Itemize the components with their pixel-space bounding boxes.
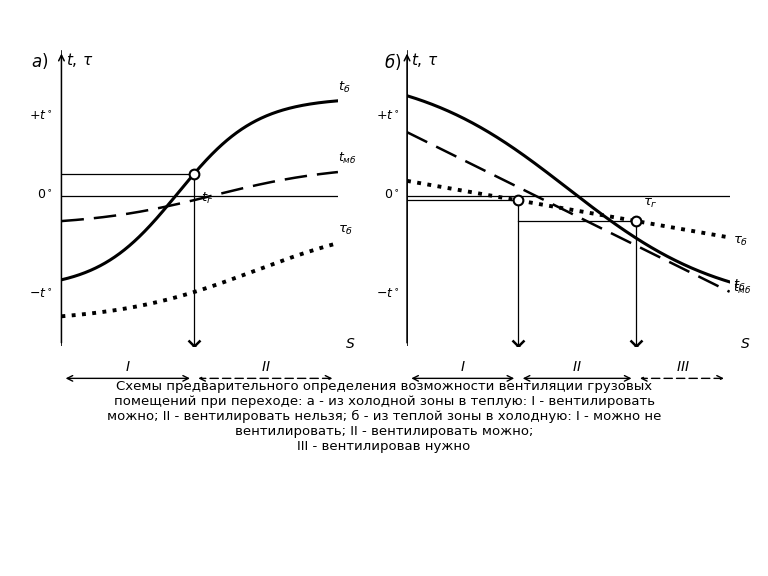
Text: $+t^\circ$: $+t^\circ$ — [29, 110, 53, 123]
Text: $t_{мб}$: $t_{мб}$ — [733, 281, 751, 295]
Text: $\tau_г$: $\tau_г$ — [643, 196, 658, 210]
Text: $t,\,\tau$: $t,\,\tau$ — [65, 51, 93, 69]
Text: $б)$: $б)$ — [383, 51, 401, 72]
Text: $S$: $S$ — [740, 337, 750, 351]
Text: $τ_б$: $τ_б$ — [338, 225, 353, 237]
Text: $t_{мб}$: $t_{мб}$ — [338, 151, 356, 166]
Text: $0^\circ$: $0^\circ$ — [384, 190, 399, 202]
Text: $t_б$: $t_б$ — [733, 278, 745, 293]
Text: $S$: $S$ — [345, 337, 356, 351]
Text: Схемы предварительного определения возможности вентиляции грузовых
помещений при: Схемы предварительного определения возмо… — [107, 380, 661, 453]
Text: $I$: $I$ — [125, 360, 131, 374]
Text: $III$: $III$ — [676, 360, 690, 374]
Text: $t_г$: $t_г$ — [201, 191, 214, 206]
Text: $-t^\circ$: $-t^\circ$ — [29, 287, 53, 301]
Text: $а)$: $а)$ — [31, 51, 48, 71]
Text: $t_б$: $t_б$ — [338, 80, 350, 95]
Text: $II$: $II$ — [261, 360, 271, 374]
Text: $0^\circ$: $0^\circ$ — [38, 190, 53, 202]
Text: $-t^\circ$: $-t^\circ$ — [376, 287, 399, 301]
Text: $II$: $II$ — [572, 360, 582, 374]
Text: $+t^\circ$: $+t^\circ$ — [376, 110, 399, 123]
Text: $\tau_б$: $\tau_б$ — [733, 234, 748, 248]
Text: $t,\,\tau$: $t,\,\tau$ — [412, 51, 439, 69]
Text: $I$: $I$ — [460, 360, 465, 374]
